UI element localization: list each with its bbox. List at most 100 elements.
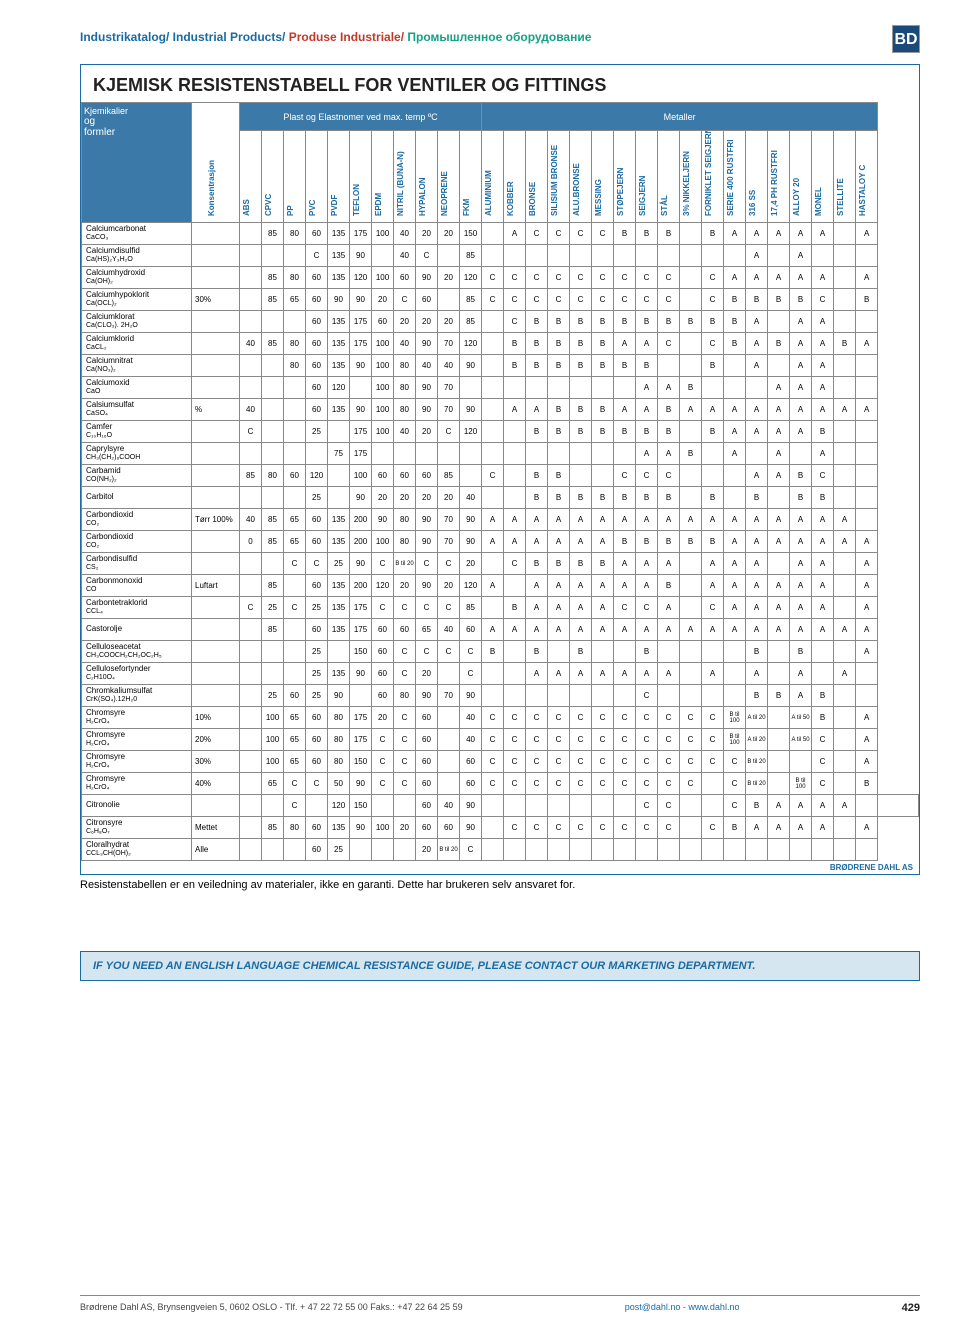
value-cell (284, 311, 306, 333)
value-cell: B (592, 553, 614, 575)
value-cell: 135 (328, 223, 350, 245)
value-cell: A (812, 531, 834, 553)
value-cell: 100 (262, 729, 284, 751)
value-cell: A (504, 509, 526, 531)
value-cell: A (768, 399, 790, 421)
value-cell: B til 100 (790, 773, 812, 795)
value-cell: A (768, 619, 790, 641)
value-cell: 90 (460, 795, 482, 817)
value-cell: 65 (262, 773, 284, 795)
value-cell: 90 (350, 355, 372, 377)
value-cell: A (790, 531, 812, 553)
value-cell: C (570, 289, 592, 311)
value-cell (768, 641, 790, 663)
material-header: SERIE 400 RUSTFRI (724, 131, 746, 223)
value-cell: 135 (328, 575, 350, 597)
value-cell (482, 817, 504, 839)
value-cell: 135 (328, 399, 350, 421)
footer-mail: post@dahl.no - www.dahl.no (625, 1302, 740, 1314)
material-header: HYPALON (416, 131, 438, 223)
value-cell (504, 685, 526, 707)
value-cell (768, 245, 790, 267)
chemical-name: CalciumhypokloritCa(OCL)₂ (82, 289, 192, 311)
value-cell (724, 663, 746, 685)
value-cell: 90 (328, 289, 350, 311)
value-cell: 175 (350, 619, 372, 641)
value-cell: 60 (306, 575, 328, 597)
value-cell: A (790, 553, 812, 575)
breadcrumb: Industrikatalog/ Industrial Products/ Pr… (80, 30, 920, 44)
value-cell: C (394, 773, 416, 795)
value-cell (856, 487, 878, 509)
value-cell (768, 311, 790, 333)
concentration: 30% (192, 751, 240, 773)
value-cell: C (680, 773, 702, 795)
value-cell (284, 839, 306, 861)
value-cell (240, 619, 262, 641)
value-cell: A (636, 509, 658, 531)
value-cell (790, 839, 812, 861)
value-cell (306, 795, 328, 817)
value-cell (372, 839, 394, 861)
value-cell (482, 333, 504, 355)
table-row: ChromsyreH₂CrO₄10%10065608017520C6040CCC… (82, 707, 919, 729)
page-footer: Brødrene Dahl AS, Brynsengveien 5, 0602 … (80, 1295, 920, 1314)
value-cell: B (526, 311, 548, 333)
value-cell: B (548, 553, 570, 575)
value-cell (724, 245, 746, 267)
value-cell: B (658, 223, 680, 245)
value-cell: 90 (350, 245, 372, 267)
value-cell: 60 (438, 817, 460, 839)
value-cell: 100 (372, 399, 394, 421)
value-cell (482, 685, 504, 707)
value-cell: A (724, 553, 746, 575)
value-cell (328, 421, 350, 443)
chemical-name: ChromsyreH₂CrO₄ (82, 729, 192, 751)
value-cell: C (284, 597, 306, 619)
value-cell: B (702, 487, 724, 509)
value-cell: 80 (284, 267, 306, 289)
value-cell (834, 575, 856, 597)
value-cell: A (636, 575, 658, 597)
value-cell: 60 (416, 707, 438, 729)
value-cell: C (394, 729, 416, 751)
value-cell: A (680, 399, 702, 421)
value-cell: A (768, 377, 790, 399)
concentration (192, 685, 240, 707)
value-cell: B (790, 465, 812, 487)
concentration (192, 443, 240, 465)
value-cell: C (636, 685, 658, 707)
value-cell (526, 245, 548, 267)
table-row: ChromsyreH₂CrO₄40%65CC5090CC6060CCCCCCCC… (82, 773, 919, 795)
value-cell: B (548, 487, 570, 509)
value-cell: 60 (416, 729, 438, 751)
value-cell: A (856, 399, 878, 421)
value-cell: 20 (394, 817, 416, 839)
value-cell (724, 465, 746, 487)
value-cell: C (724, 795, 746, 817)
value-cell (834, 267, 856, 289)
value-cell: 90 (350, 289, 372, 311)
value-cell: C (526, 773, 548, 795)
value-cell (262, 795, 284, 817)
value-cell (328, 641, 350, 663)
value-cell (482, 421, 504, 443)
value-cell (548, 685, 570, 707)
value-cell: A (636, 619, 658, 641)
value-cell: A (790, 663, 812, 685)
value-cell: B (592, 487, 614, 509)
value-cell: A (790, 795, 812, 817)
value-cell (240, 663, 262, 685)
value-cell: 100 (262, 751, 284, 773)
table-row: ChromsyreH₂CrO₄20%100656080175CC6040CCCC… (82, 729, 919, 751)
value-cell: C (702, 597, 724, 619)
value-cell (438, 245, 460, 267)
concentration (192, 465, 240, 487)
value-cell: B (746, 685, 768, 707)
value-cell: 80 (394, 509, 416, 531)
value-cell: A (680, 509, 702, 531)
value-cell (306, 443, 328, 465)
value-cell: 60 (284, 685, 306, 707)
value-cell: 175 (350, 223, 372, 245)
value-cell (526, 443, 548, 465)
